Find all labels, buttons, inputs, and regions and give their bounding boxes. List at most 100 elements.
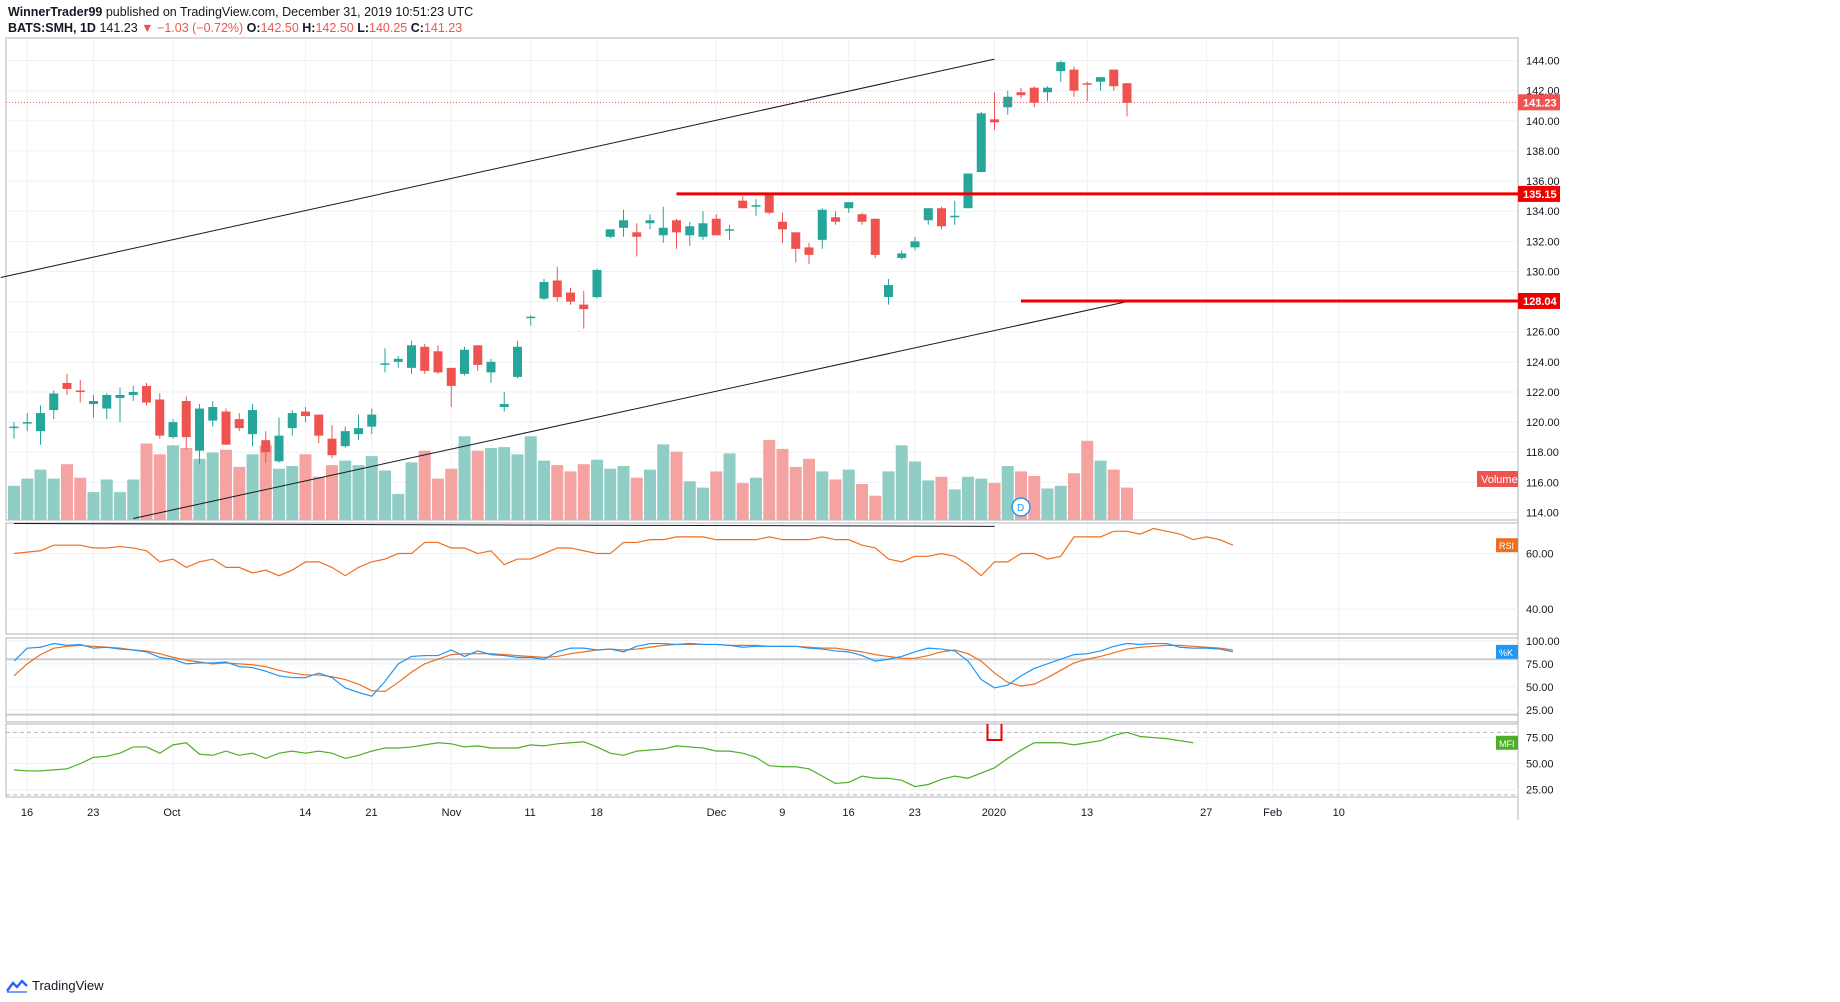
- volume-bar: [710, 471, 723, 520]
- publisher-name[interactable]: WinnerTrader99: [8, 5, 103, 19]
- candle-body: [393, 358, 403, 362]
- volume-bar: [524, 436, 537, 520]
- volume-bar: [644, 469, 656, 520]
- candle-body: [1122, 83, 1132, 103]
- candle-body: [89, 401, 98, 405]
- volume-bar: [220, 449, 232, 520]
- candle-body: [764, 194, 774, 213]
- time-tick-label: Dec: [707, 807, 727, 819]
- volume-bar: [657, 444, 670, 520]
- candle-body: [632, 232, 642, 237]
- price-axis-badge-label: 135.15: [1523, 189, 1557, 201]
- volume-bar: [1081, 440, 1094, 520]
- candle-body: [711, 218, 721, 236]
- volume-bar: [829, 479, 842, 520]
- volume-bar: [577, 464, 590, 520]
- candle-body: [314, 414, 324, 436]
- price-tick-label: 132.00: [1526, 236, 1560, 248]
- volume-bar: [789, 466, 802, 520]
- volume-label: Volume: [1481, 474, 1518, 486]
- volume-bar: [352, 465, 365, 520]
- stoch-k-badge: [1496, 644, 1518, 659]
- volume-bar: [882, 471, 895, 520]
- candle-body: [473, 345, 483, 365]
- candle-body: [804, 247, 814, 255]
- candle-body: [102, 394, 112, 409]
- candle-body: [817, 209, 827, 240]
- tradingview-logo[interactable]: TradingView: [6, 978, 104, 993]
- rsi-line: [13, 527, 1234, 577]
- candle-body: [460, 349, 469, 374]
- candle-body: [738, 200, 748, 209]
- price-axis-badge: [1518, 94, 1560, 111]
- time-tick-label: 23: [87, 807, 99, 819]
- price-tick-label: 120.00: [1526, 417, 1560, 429]
- candle-body: [62, 382, 72, 389]
- volume-bar: [233, 466, 246, 520]
- candle-body: [592, 269, 602, 298]
- candle-body: [354, 428, 363, 435]
- volume-label-badge: [1477, 471, 1518, 487]
- volume-bar: [392, 493, 405, 520]
- candle-body: [645, 220, 655, 224]
- volume-bar: [776, 448, 789, 520]
- candle-body: [367, 414, 377, 427]
- volume-bar: [180, 448, 193, 520]
- volume-bar: [750, 477, 762, 520]
- price-axis-badge: [1518, 292, 1560, 309]
- candle-body: [910, 241, 920, 248]
- volume-bar: [816, 471, 829, 520]
- candle-body: [831, 217, 840, 222]
- volume-bar: [1068, 473, 1080, 520]
- price-change: ▼ −1.03 (−0.72%): [141, 21, 244, 35]
- candle-body: [301, 411, 310, 417]
- price-tick-label: 122.00: [1526, 387, 1560, 399]
- candle-body: [1096, 77, 1105, 82]
- stoch-d-line: [13, 643, 1234, 693]
- published-text: published on TradingView.com, December 3…: [105, 5, 474, 19]
- stoch-tick-label: 25.00: [1526, 705, 1554, 717]
- volume-bar: [1041, 488, 1054, 520]
- symbol-label[interactable]: BATS:SMH, 1D: [8, 21, 96, 35]
- rsi-tick-label: 40.00: [1526, 604, 1554, 616]
- stoch-tick-label: 100.00: [1526, 636, 1560, 648]
- candle-body: [658, 227, 668, 236]
- volume-bar: [1054, 485, 1067, 520]
- volume-bar: [1028, 475, 1041, 520]
- candle-body: [420, 346, 430, 371]
- candle-body: [261, 440, 271, 453]
- time-tick-label: 9: [779, 807, 785, 819]
- volume-bar: [564, 471, 577, 520]
- volume-bar: [193, 458, 206, 520]
- volume-bar: [856, 484, 868, 520]
- candle-body: [168, 422, 178, 438]
- volume-bar: [418, 450, 431, 520]
- volume-bar: [246, 454, 259, 520]
- mfi-highlight-bracket: [986, 724, 1003, 741]
- price-tick-label: 118.00: [1526, 447, 1559, 459]
- price-tick-label: 134.00: [1526, 206, 1560, 218]
- price-axis-badge-label: 141.23: [1523, 97, 1557, 109]
- candle-body: [234, 419, 244, 429]
- candle-body: [791, 232, 801, 249]
- volume-bar: [206, 452, 219, 520]
- candle-body: [751, 205, 761, 207]
- volume-bar: [697, 487, 709, 520]
- volume-bar: [259, 445, 272, 520]
- close-label: C:: [410, 21, 424, 35]
- tradingview-brand: TradingView: [32, 978, 104, 993]
- volume-bar: [153, 454, 166, 520]
- candle-body: [579, 304, 589, 310]
- rsi-trendline: [13, 523, 995, 527]
- candle-body: [1003, 96, 1013, 108]
- candle-body: [287, 413, 297, 429]
- volume-bar: [21, 478, 34, 520]
- volume-bar: [683, 481, 696, 520]
- volume-bar: [273, 468, 285, 520]
- pane-border-rsi: [5, 522, 1519, 635]
- candle-body: [433, 351, 443, 373]
- time-tick-label: Nov: [442, 807, 462, 819]
- time-tick-label: 16: [21, 807, 33, 819]
- volume-bar: [617, 466, 630, 520]
